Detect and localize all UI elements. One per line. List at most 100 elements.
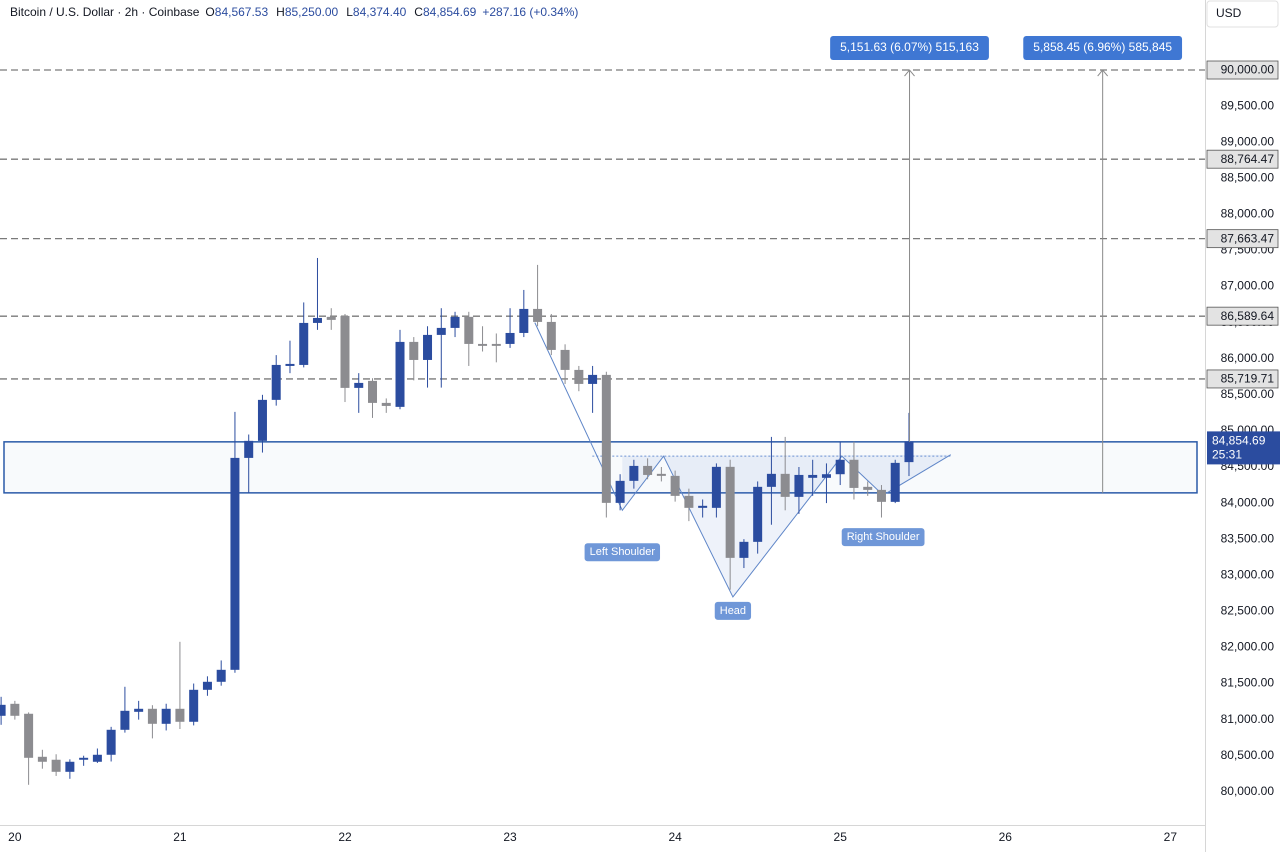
x-tick-label: 26 (999, 830, 1013, 844)
x-tick-label: 25 (834, 830, 848, 844)
y-tick-label: 87,000.00 (1221, 279, 1275, 293)
candle-body (423, 334, 433, 360)
candle-body (409, 341, 419, 360)
candle-body (37, 756, 47, 762)
candle-body (395, 341, 405, 407)
candle-body (835, 459, 845, 475)
y-tick-label: 82,000.00 (1221, 640, 1275, 654)
x-tick-label: 22 (338, 830, 352, 844)
level-tag-label: 87,663.47 (1221, 231, 1275, 245)
change: +287.16 (+0.34%) (482, 5, 578, 19)
currency-box[interactable] (1206, 0, 1279, 28)
candle-body (533, 308, 543, 322)
y-tick-label: 89,500.00 (1221, 98, 1275, 112)
y-tick-label: 80,000.00 (1221, 784, 1275, 798)
y-tick-label: 82,500.00 (1221, 604, 1275, 618)
level-tag (1206, 149, 1279, 169)
candle-body (711, 466, 721, 508)
measure-label: 5,858.45 (6.96%) 585,845 (1033, 40, 1172, 54)
candle-body (643, 465, 653, 475)
candle-body (326, 316, 336, 320)
candle-body (202, 681, 212, 690)
y-tick-label: 86,000.00 (1221, 351, 1275, 365)
ohlc-key: C (414, 5, 423, 19)
y-tick-label: 81,500.00 (1221, 676, 1275, 690)
measure-label-box (1023, 36, 1183, 61)
ohlc-value: 84,374.40 (353, 5, 407, 19)
pattern-label-box (714, 601, 752, 620)
y-tick-label: 88,000.00 (1221, 207, 1275, 221)
y-tick-label: 83,500.00 (1221, 531, 1275, 545)
candle-body (464, 316, 474, 344)
candle-body (312, 317, 322, 323)
y-tick-label: 88,500.00 (1221, 170, 1275, 184)
candle-body (368, 380, 378, 403)
currency: USD (1216, 6, 1242, 20)
x-tick-label: 24 (668, 830, 682, 844)
candle-body (478, 343, 488, 346)
level-tag-label: 85,719.71 (1221, 372, 1275, 386)
candle-body (450, 316, 460, 328)
candle-body (491, 343, 501, 346)
candle-body (10, 703, 20, 716)
price-tag-countdown: 25:31 (1212, 448, 1242, 462)
pattern-label: Left Shoulder (584, 543, 661, 562)
candle-body (354, 382, 364, 388)
pattern-fill (622, 454, 951, 597)
candle-body (299, 322, 309, 365)
level-tag (1206, 229, 1279, 249)
candle-body (753, 486, 763, 542)
measure-arrowhead (904, 69, 915, 77)
candle-body (725, 466, 735, 558)
candle-body (684, 495, 694, 508)
zone (3, 441, 1198, 494)
candle-body (505, 332, 515, 344)
measure-label-box (830, 36, 989, 61)
candle-body (808, 474, 818, 478)
measure-arrowhead (1097, 69, 1109, 77)
x-tick-label: 27 (1164, 830, 1178, 844)
header: Bitcoin / U.S. Dollar · 2h · Coinbase O84… (10, 5, 578, 19)
ohlc-key: H (276, 5, 285, 19)
candle-body (766, 473, 776, 487)
level-tag (1206, 306, 1279, 326)
candle-body (257, 399, 267, 441)
candle-body (161, 708, 171, 724)
y-tick-label: 83,000.00 (1221, 567, 1275, 581)
measure-label: 5,151.63 (6.07%) 515,163 (840, 40, 979, 54)
y-tick-label: 85,500.00 (1221, 387, 1275, 401)
candle-body (890, 462, 900, 502)
candle-body (65, 761, 75, 772)
y-tick-label: 89,000.00 (1221, 134, 1275, 148)
candle-body (381, 402, 391, 406)
candle-body (849, 459, 859, 488)
candle-body (588, 374, 598, 384)
candle-body (656, 473, 666, 476)
y-tick-label: 81,000.00 (1221, 712, 1275, 726)
candle-body (24, 713, 34, 758)
candle-body (601, 374, 611, 503)
price-tag-label: 84,854.69 (1212, 434, 1266, 448)
ohlc-value: 85,250.00 (285, 5, 339, 19)
candle-body (120, 710, 130, 730)
candle-body (147, 708, 157, 724)
x-tick-label: 21 (173, 830, 187, 844)
candle-body (271, 364, 281, 400)
pattern-label-box (584, 543, 661, 562)
candle-body (629, 465, 639, 481)
ohlc-value: 84,567.53 (215, 5, 269, 19)
candle-body (79, 757, 89, 760)
level-tag-label: 86,589.64 (1221, 309, 1275, 323)
candle-body (698, 505, 708, 508)
ohlc-key: L (346, 5, 353, 19)
ohlc-value: 84,854.69 (423, 5, 477, 19)
candle-body (436, 327, 446, 335)
candle-body (794, 474, 804, 497)
candle-body (51, 759, 61, 772)
candle-body (0, 704, 6, 716)
candle-body (546, 321, 556, 350)
candle-body (821, 474, 831, 478)
price-tag (1207, 431, 1280, 465)
candle-body (230, 457, 240, 670)
